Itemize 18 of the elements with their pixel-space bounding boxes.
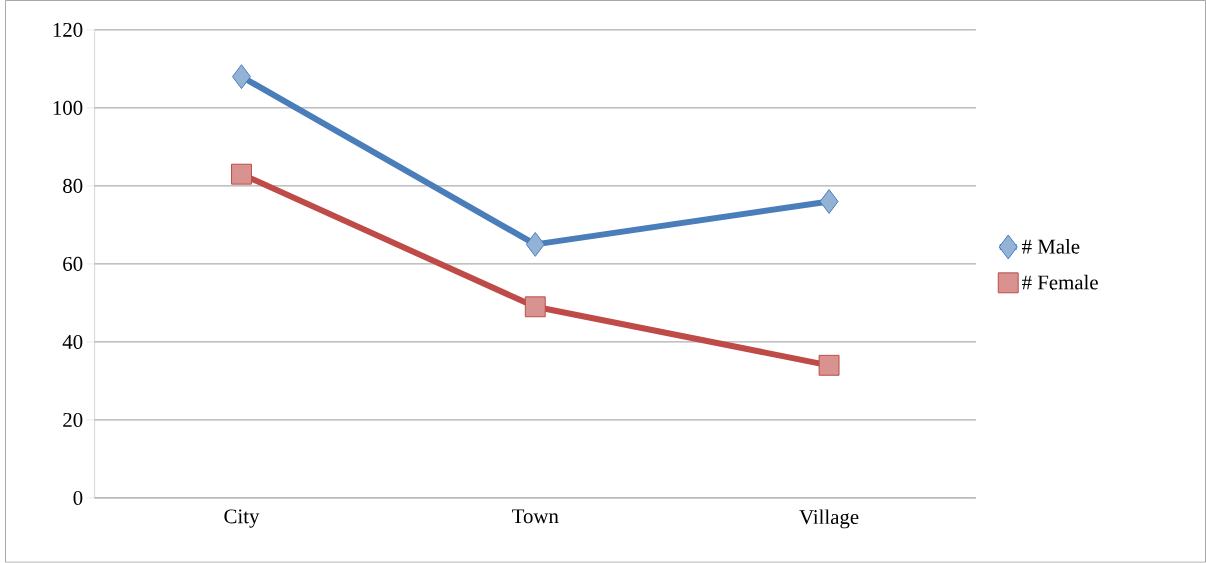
point [818, 355, 840, 376]
legend-label: # Male [1022, 239, 1080, 254]
y-tick-label: 120 [53, 23, 83, 38]
y-tick-label: 20 [63, 413, 83, 428]
y-tick-label: 80 [63, 179, 83, 194]
x-tick-label: Village [799, 509, 859, 529]
x-tick-label: City [224, 509, 260, 528]
point [524, 296, 546, 318]
y-tick-label: 0 [73, 491, 83, 506]
y-tick-label: 100 [53, 101, 83, 116]
x-tick-label: Town [512, 509, 559, 524]
point [525, 232, 545, 258]
point [232, 64, 251, 90]
point [231, 163, 252, 185]
legend-label: # Female [1022, 275, 1098, 290]
point [819, 189, 839, 215]
y-tick-label: 60 [63, 257, 83, 272]
y-tick-label: 40 [62, 335, 83, 350]
